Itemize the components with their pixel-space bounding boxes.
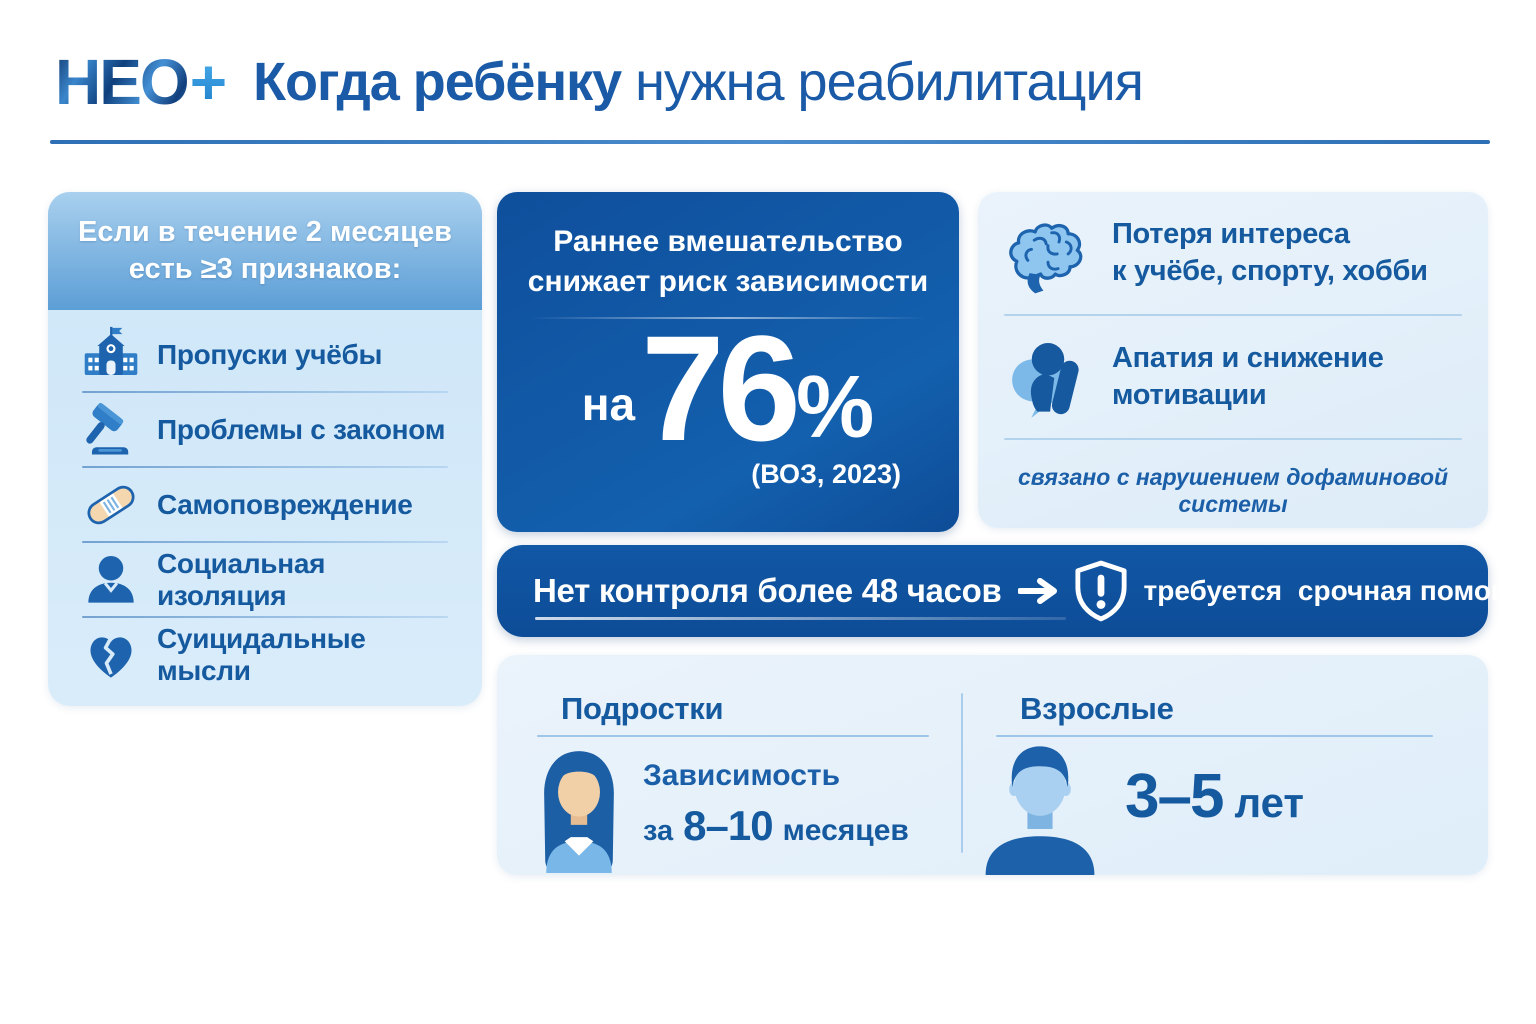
symptom-footnote: связано с нарушением дофаминовой системы <box>1017 464 1449 517</box>
alert-banner: Нет контроля более 48 часов требуется ср… <box>497 545 1532 637</box>
signs-panel-heading: Если в течение 2 месяцев есть ≥3 признак… <box>48 192 482 310</box>
list-item-label: Проблемы с законом <box>157 413 446 445</box>
list-item: Суицидальные мысли <box>82 618 448 691</box>
stat-prefix: на <box>581 378 636 431</box>
logo-plus-icon: + <box>189 46 227 118</box>
symptom-line1: Апатия и снижение <box>1112 341 1384 374</box>
adult-man-avatar <box>975 739 1105 875</box>
list-item-label: Суицидальные мысли <box>157 622 366 686</box>
symptom-divider <box>1004 438 1462 440</box>
alert-action: требуется срочная помощь <box>1144 575 1532 607</box>
stat-value: на 76 % <box>497 304 959 473</box>
stat-number: 76 <box>641 304 801 473</box>
page-title: Когда ребёнку нужна реабилитация <box>253 51 1144 113</box>
stat-heading-line1: Раннее вмешательство <box>553 225 903 258</box>
adults-value-row: 3–5 лет <box>1125 761 1304 832</box>
signs-list: Пропуски учёбы Проблемы с законом <box>48 310 482 691</box>
stat-panel: Раннее вмешательство снижает риск зависи… <box>497 192 959 532</box>
teens-value: 8–10 <box>683 802 773 849</box>
list-item: Проблемы с законом <box>82 393 448 466</box>
broken-heart-icon <box>82 626 140 684</box>
symptom-line2: к учёбе, спорту, хобби <box>1112 255 1428 287</box>
signs-heading-line2: есть ≥3 признаков: <box>128 253 402 285</box>
teen-girl-avatar <box>527 745 631 875</box>
teens-text: Зависимость за 8–10 месяцев <box>643 759 909 850</box>
apathy-icon <box>1004 333 1092 421</box>
bandage-icon <box>82 476 140 534</box>
brain-icon <box>1004 209 1092 297</box>
person-icon <box>82 551 140 609</box>
signs-heading-line1: Если в течение 2 месяцев <box>78 215 452 248</box>
logo-text: НЕО <box>55 46 190 118</box>
stat-divider <box>530 317 926 320</box>
symptom-text: Потеря интереса к учёбе, спорту, хобби <box>1112 216 1428 290</box>
page-title-rest: нужна реабилитация <box>635 52 1144 112</box>
list-divider <box>82 616 448 618</box>
stat-heading-line2: снижает риск зависимости <box>527 264 929 298</box>
shield-exclamation-icon <box>1074 560 1128 622</box>
alert-action-prefix: требуется <box>1143 575 1283 606</box>
list-item: Социальная изоляция <box>82 543 448 616</box>
list-item: Пропуски учёбы <box>82 318 448 391</box>
list-item-label: Самоповреждение <box>157 488 413 520</box>
page-title-bold: Когда ребёнку <box>253 52 622 112</box>
teens-underline <box>537 735 929 737</box>
stat-percent-sign: % <box>795 357 875 457</box>
symptom-item: Потеря интереса к учёбе, спорту, хобби <box>978 192 1488 314</box>
teens-line2: за 8–10 месяцев <box>643 802 909 850</box>
alert-action-bold: срочная помощь <box>1297 575 1532 606</box>
stat-source: (ВОЗ, 2023) <box>751 459 901 490</box>
list-item-label: Пропуски учёбы <box>157 338 383 370</box>
symptom-line2: мотивации <box>1112 379 1267 411</box>
school-icon <box>82 326 140 384</box>
alert-condition-group: Нет контроля более 48 часов <box>533 572 1065 620</box>
list-item: Самоповреждение <box>82 468 448 541</box>
teens-heading: Подростки <box>561 691 724 726</box>
arrow-right-icon <box>1017 578 1060 604</box>
alert-condition: Нет контроля более 48 часов <box>533 572 1002 609</box>
symptom-line1: Потеря интереса <box>1112 217 1350 250</box>
timeline-panel: Подростки Зависимость за 8–10 месяцев Вз… <box>497 655 1488 875</box>
teens-prefix: за <box>643 815 674 847</box>
list-divider <box>82 391 448 393</box>
timeline-divider <box>961 693 963 853</box>
symptom-divider <box>1004 314 1462 316</box>
adults-suffix: лет <box>1234 779 1304 826</box>
teens-suffix: месяцев <box>782 814 909 847</box>
list-item-label: Социальная изоляция <box>157 547 326 611</box>
gavel-icon <box>82 401 140 459</box>
symptoms-panel: Потеря интереса к учёбе, спорту, хобби А… <box>978 192 1488 528</box>
list-divider <box>82 541 448 543</box>
stat-heading: Раннее вмешательство снижает риск зависи… <box>497 222 959 301</box>
list-divider <box>82 466 448 468</box>
teens-line1: Зависимость <box>643 759 841 792</box>
header: НЕО + Когда ребёнку нужна реабилитация <box>55 46 1144 118</box>
adults-value: 3–5 <box>1125 762 1224 831</box>
adults-heading: Взрослые <box>1020 691 1174 726</box>
header-divider <box>50 140 1490 144</box>
symptom-text: Апатия и снижение мотивации <box>1112 340 1384 414</box>
symptom-item: Апатия и снижение мотивации <box>978 316 1488 438</box>
adults-underline <box>996 735 1433 737</box>
signs-panel: Если в течение 2 месяцев есть ≥3 признак… <box>48 192 482 706</box>
neo-plus-logo: НЕО + <box>55 46 227 118</box>
